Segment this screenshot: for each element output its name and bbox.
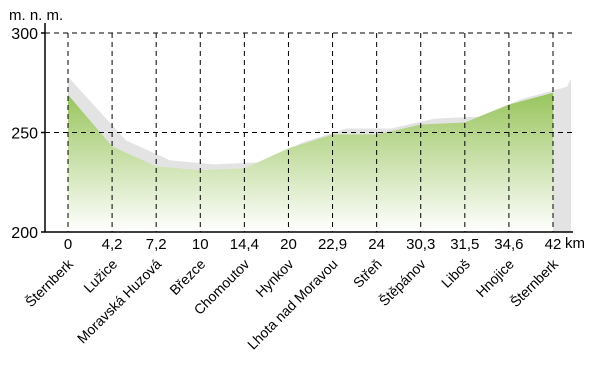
axis-lines bbox=[41, 23, 573, 233]
x-tick-label: 30,3 bbox=[406, 236, 435, 253]
place-label: Lužice bbox=[80, 256, 120, 296]
place-label: Střeň bbox=[350, 256, 385, 291]
place-label: Šternberk bbox=[22, 255, 77, 310]
x-tick-label: 24 bbox=[368, 236, 385, 253]
x-axis-unit: km bbox=[565, 235, 585, 252]
x-tick-label: 4,2 bbox=[102, 236, 123, 253]
x-tick-label: 22,9 bbox=[318, 236, 347, 253]
grid-lines bbox=[45, 32, 573, 232]
x-tick-label: 0 bbox=[64, 236, 72, 253]
x-tick-label: 34,6 bbox=[494, 236, 523, 253]
y-tick-labels: 200 250 300 bbox=[11, 26, 38, 242]
elevation-area bbox=[68, 92, 553, 232]
y-axis-title: m. n. m. bbox=[9, 7, 63, 24]
place-label: Hnojice bbox=[473, 256, 517, 300]
y-tick-label: 300 bbox=[11, 26, 38, 43]
x-tick-label: 14,4 bbox=[230, 236, 259, 253]
y-tick-label: 250 bbox=[11, 126, 38, 143]
x-tick-labels: 0 4,2 7,2 10 14,4 20 22,9 24 30,3 31,5 34,6 42 bbox=[64, 236, 562, 253]
x-tick-label: 31,5 bbox=[450, 236, 479, 253]
x-tick-label: 20 bbox=[280, 236, 297, 253]
place-label: Šternberk bbox=[507, 255, 562, 310]
place-label: Moravská Huzová bbox=[74, 256, 165, 347]
place-label: Štěpánov bbox=[376, 256, 429, 309]
place-label: Březce bbox=[166, 256, 208, 298]
x-tick-label: 42 bbox=[545, 236, 562, 253]
place-label: Hynkov bbox=[252, 256, 296, 300]
x-tick-label: 10 bbox=[192, 236, 209, 253]
place-label: Liboš bbox=[438, 256, 473, 291]
y-tick-label: 200 bbox=[11, 225, 38, 242]
x-tick-label: 7,2 bbox=[146, 236, 167, 253]
